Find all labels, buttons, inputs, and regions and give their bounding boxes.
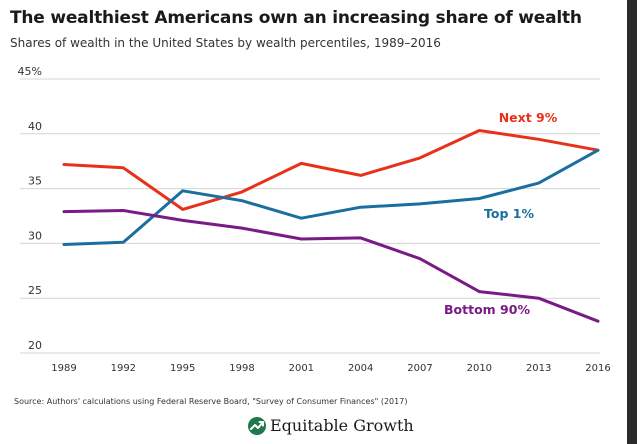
x-tick-label: 2016: [585, 363, 610, 374]
brand-logo: Equitable Growth: [248, 416, 414, 435]
x-tick-label: 2010: [467, 363, 492, 374]
y-tick-label: 40: [28, 120, 42, 133]
chart-title: The wealthiest Americans own an increasi…: [10, 8, 582, 28]
series-line-top-1: [62, 148, 600, 246]
growth-leaf-icon: [248, 416, 266, 435]
y-tick-label: 30: [28, 229, 42, 242]
series-label-top-1: Top 1%: [484, 206, 534, 221]
x-tick-label: 1992: [111, 363, 136, 374]
y-tick-label: 25: [28, 284, 42, 297]
x-tick-label: 2001: [289, 363, 314, 374]
line-chart: 20 25 30 35 40 45% 1989 1992 1995 1998 2001 2004 200…: [18, 65, 611, 374]
source-note: Source: Authors' calculations using Fede…: [14, 397, 408, 406]
x-tick-label: 1998: [229, 363, 254, 374]
y-tick-label: 35: [28, 175, 42, 188]
chart-subtitle: Shares of wealth in the United States by…: [10, 36, 441, 50]
x-tick-label: 2007: [407, 363, 432, 374]
series-line-next-9: [62, 129, 600, 211]
series-label-next-9: Next 9%: [499, 110, 558, 125]
x-tick-label: 1989: [51, 363, 76, 374]
x-tick-label: 2013: [526, 363, 551, 374]
y-tick-label: 45%: [18, 65, 42, 78]
x-tick-label: 2004: [348, 363, 373, 374]
series-label-bottom-90: Bottom 90%: [444, 302, 530, 317]
x-tick-label: 1995: [170, 363, 195, 374]
brand-name: Equitable Growth: [270, 416, 414, 435]
y-tick-label: 20: [28, 339, 42, 352]
series-line-bottom-90: [62, 209, 600, 323]
